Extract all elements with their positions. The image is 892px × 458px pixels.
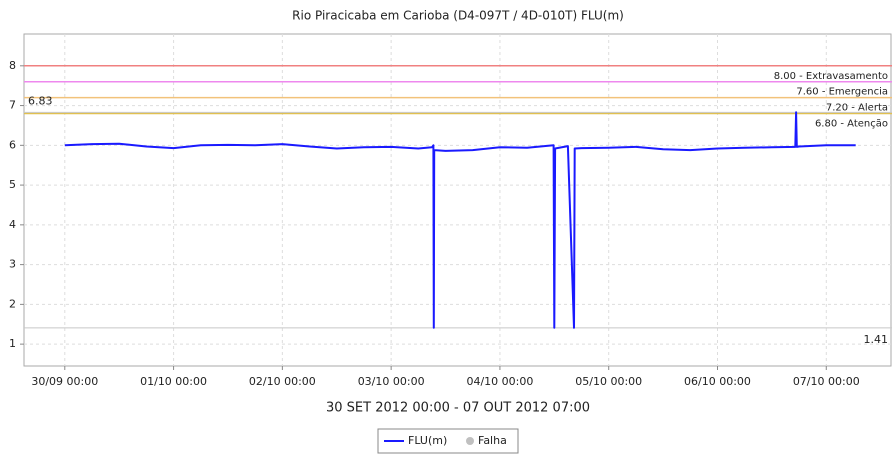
x-tick-label: 04/10 00:00: [466, 375, 533, 388]
threshold-label: 6.80 - Atenção: [815, 119, 888, 130]
legend-label: Falha: [478, 434, 507, 447]
y-tick-label: 6: [9, 138, 16, 151]
legend-label: FLU(m): [408, 434, 447, 447]
chart-title: Rio Piracicaba em Carioba (D4-097T / 4D-…: [292, 9, 624, 23]
min-label: 1.41: [864, 333, 889, 346]
x-axis-label: 30 SET 2012 00:00 - 07 OUT 2012 07:00: [326, 401, 590, 416]
legend-swatch: [466, 437, 474, 445]
y-tick-label: 1: [9, 337, 16, 350]
x-tick-label: 06/10 00:00: [684, 375, 751, 388]
threshold-label: 8.00 - Extravasamento: [774, 71, 888, 82]
y-tick-label: 4: [9, 218, 16, 231]
max-label: 6.83: [28, 94, 53, 107]
x-tick-label: 07/10 00:00: [793, 375, 860, 388]
data-line: [64, 111, 856, 329]
legend-box: [377, 428, 519, 454]
y-tick-label: 3: [9, 258, 16, 271]
x-tick-label: 01/10 00:00: [140, 375, 207, 388]
y-tick-label: 5: [9, 178, 16, 191]
threshold-label: 7.20 - Alerta: [826, 103, 888, 114]
y-tick-label: 7: [9, 99, 16, 112]
x-tick-label: 30/09 00:00: [31, 375, 98, 388]
y-tick-label: 8: [9, 59, 16, 72]
y-tick-label: 2: [9, 297, 16, 310]
x-tick-label: 02/10 00:00: [249, 375, 316, 388]
plot-area: [23, 33, 892, 367]
x-tick-label: 03/10 00:00: [358, 375, 425, 388]
threshold-label: 7.60 - Emergencia: [796, 87, 888, 98]
x-tick-label: 05/10 00:00: [575, 375, 642, 388]
